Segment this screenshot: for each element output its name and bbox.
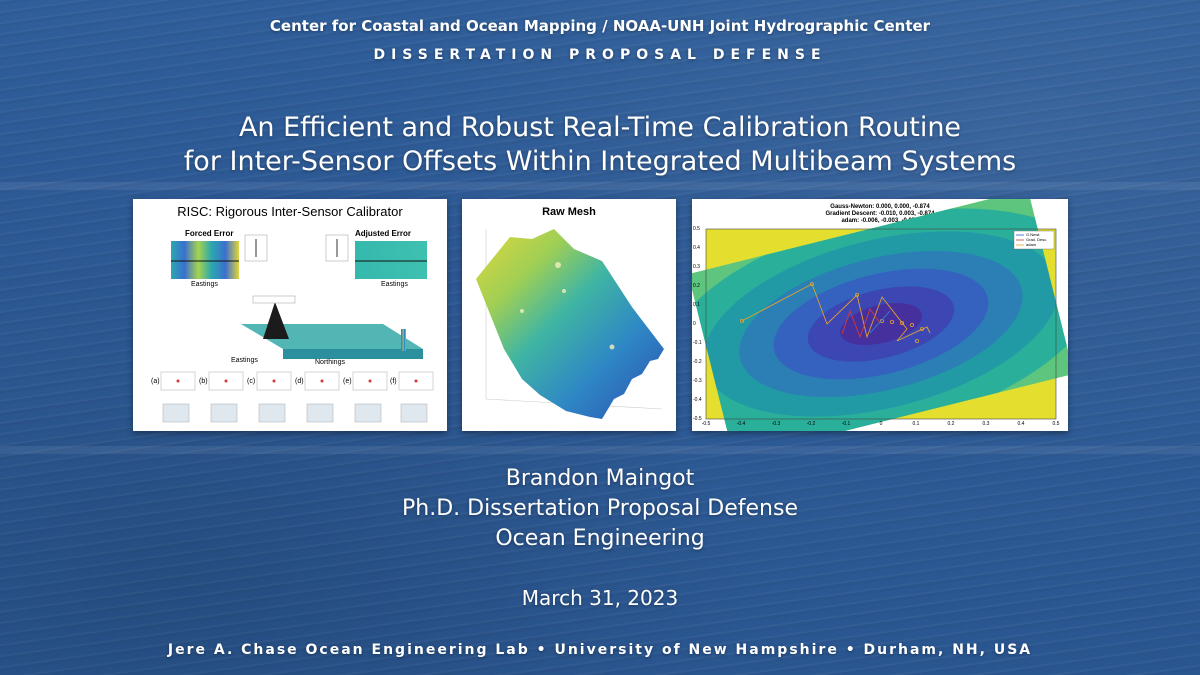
footer-location: Jere A. Chase Ocean Engineering Lab • Un… bbox=[167, 642, 1033, 658]
surface-eastings-label: Eastings bbox=[231, 357, 258, 364]
x-tick-label: 0 bbox=[879, 421, 883, 427]
x-tick-label: -0.1 bbox=[841, 421, 851, 427]
presentation-date: March 31, 2023 bbox=[521, 586, 679, 610]
x-tick-label: 0.5 bbox=[1052, 421, 1060, 427]
divider-band-bottom bbox=[0, 446, 1200, 454]
y-tick-label: 0.3 bbox=[693, 264, 700, 270]
y-tick-label: -0.2 bbox=[693, 359, 702, 365]
y-tick-label: 0 bbox=[693, 321, 696, 327]
subplot-label-d: (d) bbox=[295, 378, 304, 385]
adjusted-error-label: Adjusted Error bbox=[355, 229, 412, 238]
optimizer-title-line-3: adam: -0.006, -0.003, -0.874 bbox=[841, 218, 919, 224]
degree-line: Ph.D. Dissertation Proposal Defense bbox=[402, 496, 798, 521]
raw-mesh-figure: Raw Mesh bbox=[462, 199, 676, 431]
y-tick-label: 0.5 bbox=[693, 226, 700, 232]
legend-gauss-newton: G.Newt. bbox=[1026, 232, 1041, 237]
y-tick-label: 0.4 bbox=[693, 245, 700, 251]
subplot-label-e: (e) bbox=[343, 378, 352, 385]
legend-gradient-descent: Grad. Desc. bbox=[1026, 237, 1048, 242]
x-tick-label: 0.1 bbox=[912, 421, 920, 427]
x-tick-label: 0.2 bbox=[947, 421, 955, 427]
x-tick-label: -0.5 bbox=[701, 421, 711, 427]
y-tick-label: -0.3 bbox=[693, 378, 702, 384]
subplot-label-a: (a) bbox=[151, 378, 160, 385]
optimizer-contour-plot bbox=[692, 199, 1068, 431]
risc-figure: RISC: Rigorous Inter-Sensor Calibrator F… bbox=[133, 199, 447, 431]
adjusted-error-eastings-label: Eastings bbox=[381, 281, 408, 288]
x-tick-label: -0.3 bbox=[771, 421, 781, 427]
y-tick-label: 0.2 bbox=[693, 283, 700, 289]
subplot-label-b: (b) bbox=[199, 378, 208, 385]
event-subtitle: DISSERTATION PROPOSAL DEFENSE bbox=[373, 47, 827, 63]
subplot-label-f: (f) bbox=[390, 378, 397, 385]
x-tick-label: -0.4 bbox=[736, 421, 746, 427]
author-name: Brandon Maingot bbox=[505, 466, 695, 491]
y-tick-label: 0.1 bbox=[693, 302, 700, 308]
optimizer-title-line-1: Gauss-Newton: 0.000, 0.000, -0.874 bbox=[830, 204, 930, 210]
subplot-label-c: (c) bbox=[247, 378, 256, 385]
presentation-title-line-1: An Efficient and Robust Real-Time Calibr… bbox=[238, 112, 962, 143]
divider-band-top bbox=[0, 182, 1200, 190]
department-line: Ocean Engineering bbox=[495, 526, 705, 551]
optimizer-contour-figure: Gauss-Newton: 0.000, 0.000, -0.874 Gradi… bbox=[692, 199, 1068, 431]
x-tick-label: 0.3 bbox=[982, 421, 990, 427]
y-tick-label: -0.1 bbox=[693, 340, 702, 346]
forced-error-label: Forced Error bbox=[185, 229, 234, 238]
x-tick-label: 0.4 bbox=[1017, 421, 1025, 427]
x-tick-label: -0.2 bbox=[806, 421, 816, 427]
raw-mesh-title: Raw Mesh bbox=[542, 206, 596, 218]
surface-northings-label: Northings bbox=[315, 359, 345, 366]
institution-header: Center for Coastal and Ocean Mapping / N… bbox=[269, 17, 931, 35]
y-tick-label: -0.4 bbox=[693, 397, 702, 403]
presentation-title-line-2: for Inter-Sensor Offsets Within Integrat… bbox=[183, 146, 1017, 177]
optimizer-title-line-2: Gradient Descent: -0.010, 0.003, -0.874 bbox=[825, 211, 935, 217]
risc-figure-title: RISC: Rigorous Inter-Sensor Calibrator bbox=[177, 204, 403, 219]
y-tick-label: -0.5 bbox=[693, 416, 702, 422]
legend-adam: adam bbox=[1026, 242, 1037, 247]
raw-mesh-surface bbox=[476, 229, 664, 419]
risc-figure-graphics bbox=[160, 234, 434, 423]
forced-error-eastings-label: Eastings bbox=[191, 281, 218, 288]
